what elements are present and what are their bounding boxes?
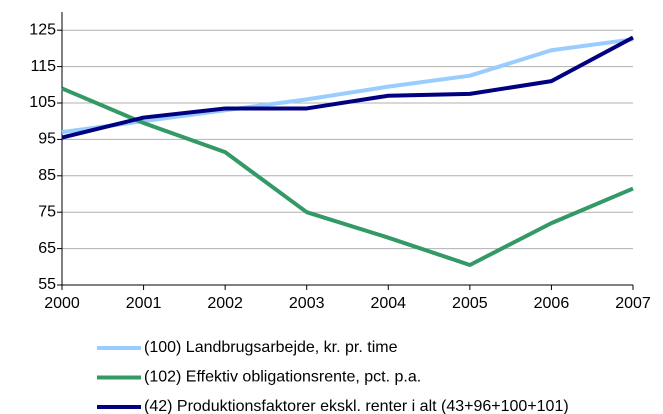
y-tick-label: 65: [38, 240, 56, 257]
x-tick-label: 2006: [534, 295, 570, 312]
x-tick-label: 2002: [207, 295, 243, 312]
y-tick-label: 85: [38, 167, 56, 184]
y-tick-label: 125: [29, 21, 56, 38]
y-tick-label: 75: [38, 203, 56, 220]
x-tick-label: 2003: [289, 295, 325, 312]
series-line: [61, 86, 634, 267]
legend-label: (42) Produktionsfaktorer ekskl. renter i…: [144, 398, 569, 414]
x-tick-label: 2004: [370, 295, 406, 312]
y-tick-label: 105: [29, 94, 56, 111]
x-tick-label: 2001: [126, 295, 162, 312]
x-tick-label: 2005: [452, 295, 488, 312]
x-tick-label: 2007: [615, 295, 651, 312]
y-tick-label: 55: [38, 276, 56, 293]
legend-label: (100) Landbrugsarbejde, kr. pr. time: [144, 339, 398, 356]
series-line: [61, 37, 634, 135]
y-tick-label: 95: [38, 131, 56, 148]
legend-label: (102) Effektiv obligationsrente, pct. p.…: [144, 369, 421, 386]
series-line: [61, 35, 634, 140]
x-tick-label: 2000: [44, 295, 80, 312]
y-tick-label: 115: [30, 58, 56, 75]
